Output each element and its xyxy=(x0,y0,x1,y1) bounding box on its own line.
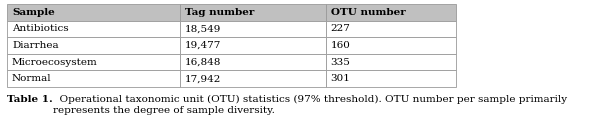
Text: Microecosystem: Microecosystem xyxy=(12,58,98,67)
Bar xyxy=(180,4,326,21)
Text: 17,942: 17,942 xyxy=(185,74,221,83)
Bar xyxy=(7,21,180,37)
Text: 19,477: 19,477 xyxy=(185,41,221,50)
Bar xyxy=(180,70,326,87)
Bar xyxy=(326,21,456,37)
Bar xyxy=(180,21,326,37)
Bar xyxy=(180,54,326,70)
Text: 16,848: 16,848 xyxy=(185,58,221,67)
Bar xyxy=(7,70,180,87)
Bar xyxy=(326,70,456,87)
Bar xyxy=(7,37,180,54)
Bar xyxy=(326,4,456,21)
Text: 18,549: 18,549 xyxy=(185,24,221,33)
Text: Normal: Normal xyxy=(12,74,52,83)
Text: 335: 335 xyxy=(331,58,350,67)
Bar xyxy=(326,54,456,70)
Text: 160: 160 xyxy=(331,41,350,50)
Text: Sample: Sample xyxy=(12,8,55,17)
Text: OTU number: OTU number xyxy=(331,8,406,17)
Text: 301: 301 xyxy=(331,74,350,83)
Text: Table 1.: Table 1. xyxy=(7,95,53,104)
Bar xyxy=(7,54,180,70)
Bar xyxy=(180,37,326,54)
Bar xyxy=(7,4,180,21)
Text: 227: 227 xyxy=(331,24,350,33)
Text: Diarrhea: Diarrhea xyxy=(12,41,59,50)
Bar xyxy=(326,37,456,54)
Text: Tag number: Tag number xyxy=(185,8,254,17)
Text: Operational taxonomic unit (OTU) statistics (97% threshold). OTU number per samp: Operational taxonomic unit (OTU) statist… xyxy=(53,95,567,115)
Text: Antibiotics: Antibiotics xyxy=(12,24,68,33)
